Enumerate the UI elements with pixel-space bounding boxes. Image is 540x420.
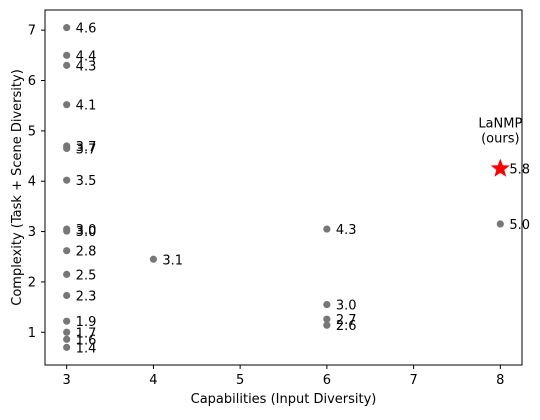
data-point-label: 1.9: [76, 315, 97, 330]
data-point-label: 1.6: [76, 333, 97, 348]
y-tick-label: 3: [28, 225, 36, 240]
data-point-label: 4.6: [76, 22, 97, 37]
y-tick-label: 1: [28, 326, 36, 341]
data-point-label: 4.1: [76, 99, 97, 114]
data-point: [63, 144, 71, 153]
data-point-label: 2.8: [76, 245, 97, 260]
highlight-star-marker: [490, 158, 510, 177]
y-tick-label: 4: [28, 175, 36, 190]
data-point-label: 3.0: [76, 223, 97, 238]
data-point: [63, 291, 71, 300]
data-point-label: 4.3: [76, 59, 97, 74]
data-point: [63, 176, 71, 184]
data-point-label: 4.4: [76, 49, 97, 64]
data-point-label: 3.0: [336, 299, 357, 314]
data-point-label: 3.7: [76, 140, 97, 155]
data-point: [496, 220, 504, 228]
data-point: [63, 335, 71, 343]
data-point: [323, 225, 331, 233]
data-point-label: 2.6: [336, 319, 357, 334]
x-axis-label: Capabilities (Input Diversity): [191, 392, 377, 407]
x-tick-label: 4: [149, 373, 157, 388]
x-tick-label: 5: [236, 373, 244, 388]
x-tick-label: 7: [409, 373, 417, 388]
data-point-label: 2.7: [336, 313, 357, 328]
data-point: [63, 270, 71, 278]
highlight-value-label: 5.8: [509, 163, 530, 178]
data-point: [63, 328, 71, 336]
highlight-group: 5.8 LaNMP(ours): [478, 117, 530, 178]
highlight-name-label: LaNMP: [478, 117, 522, 132]
data-point: [323, 300, 331, 309]
y-tick-label: 2: [28, 275, 36, 290]
x-axis: 3 4 5 6 7 8: [63, 365, 504, 388]
data-points: [63, 24, 504, 351]
plot-area-frame: [44, 9, 523, 366]
data-point-label: 4.3: [336, 223, 357, 238]
data-point: [63, 51, 71, 59]
data-point: [323, 315, 331, 323]
data-point-label: 3.0: [76, 225, 97, 240]
y-axis: 1 2 3 4 5 6 7: [28, 24, 45, 341]
highlight-name-label: (ours): [481, 132, 519, 147]
y-tick-label: 5: [28, 124, 36, 139]
x-tick-label: 3: [63, 373, 71, 388]
data-point: [63, 343, 71, 351]
data-point-label: 3.7: [76, 142, 97, 157]
y-axis-label: Complexity (Task + Scene Diversity): [10, 69, 25, 306]
data-point-label: 5.0: [509, 218, 530, 233]
y-tick-label: 7: [28, 24, 36, 39]
data-point: [63, 101, 71, 109]
data-point: [63, 227, 71, 235]
x-tick-label: 8: [496, 373, 504, 388]
data-point: [149, 255, 158, 263]
y-tick-label: 6: [28, 74, 36, 89]
data-point: [323, 321, 331, 329]
data-point: [63, 24, 71, 32]
data-point-label: 3.5: [76, 174, 97, 189]
data-point: [63, 317, 71, 325]
data-point-label: 2.5: [76, 268, 97, 283]
point-labels: 4.64.44.34.13.73.73.53.03.02.82.52.31.91…: [76, 22, 530, 357]
data-point-label: 2.3: [76, 290, 97, 305]
data-point: [63, 247, 71, 255]
x-tick-label: 6: [323, 373, 331, 388]
data-point-label: 1.4: [76, 341, 97, 356]
data-point-label: 3.1: [162, 253, 183, 268]
data-point-label: 1.7: [76, 326, 97, 341]
data-point: [63, 61, 71, 69]
